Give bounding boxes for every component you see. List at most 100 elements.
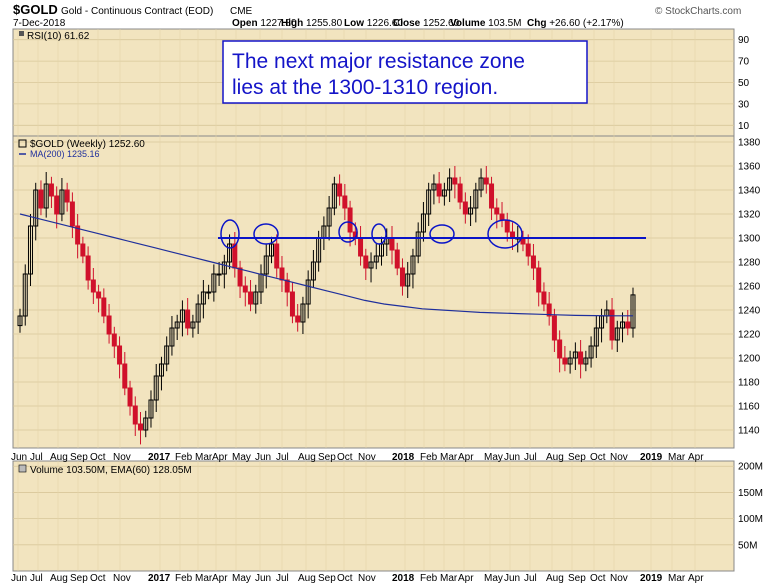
symbol-description: Gold - Continuous Contract (EOD)	[61, 6, 213, 17]
candle-body	[457, 183, 463, 203]
rsi-tick-label: 90	[738, 35, 750, 46]
candle-body	[33, 189, 39, 227]
candle-body	[279, 267, 285, 281]
candle-body	[295, 315, 301, 323]
x-tick-label: Jul	[524, 452, 537, 463]
resistance-touch-oval	[487, 219, 523, 249]
x-tick-label: Nov	[358, 573, 376, 584]
candle-body	[494, 207, 500, 215]
candle-body	[546, 303, 552, 317]
candle-body	[158, 363, 164, 377]
x-tick-label: Jun	[11, 452, 27, 463]
candle-body	[227, 243, 233, 263]
candle-body	[211, 273, 217, 293]
candle-body	[75, 225, 81, 245]
candle-body	[358, 237, 364, 257]
candle-body	[17, 315, 23, 327]
price-tick-label: 1180	[738, 378, 760, 389]
x-tick-label: Jul	[30, 452, 43, 463]
candle-body	[43, 183, 49, 209]
candle-body	[206, 291, 212, 294]
x-tick-label: Jun	[504, 452, 520, 463]
volume-tick-label: 150M	[738, 488, 763, 499]
candle-body	[85, 255, 91, 281]
candle-body	[499, 213, 505, 221]
x-tick-label: Nov	[113, 573, 131, 584]
candle-body	[373, 255, 379, 263]
candle-body	[557, 339, 563, 359]
volume-tick-label: 200M	[738, 462, 763, 473]
x-tick-label: Aug	[298, 452, 316, 463]
candle-body	[48, 183, 54, 197]
ohlc-close: Close 1252.60	[393, 18, 460, 29]
x-tick-label: Mar	[668, 573, 686, 584]
candle-body	[614, 327, 620, 341]
x-tick-label: Sep	[70, 573, 88, 584]
x-axis-labels-volume: Jun Jul Aug Sep Oct Nov 2017 Feb Mar Apr May Jun Jul…	[11, 573, 704, 584]
x-tick-label: Aug	[546, 452, 564, 463]
x-tick-label: Jun	[504, 573, 520, 584]
candle-body	[38, 189, 44, 209]
candle-body	[284, 279, 290, 293]
x-tick-label: Oct	[337, 452, 353, 463]
candle-body	[551, 315, 557, 341]
candle-body	[441, 189, 447, 197]
candle-body	[69, 201, 75, 227]
axis-ticks: 90 70 50 30 10 1380 1360 1340 1320 1300 1280 1260 12…	[738, 35, 763, 551]
x-tick-label: Jul	[30, 573, 43, 584]
candle-body	[80, 243, 86, 257]
candle-body	[478, 177, 484, 191]
candle-body	[143, 417, 149, 431]
x-tick-label: Nov	[610, 573, 628, 584]
candle-body	[394, 249, 400, 269]
ma-legend-label: MA(200) 1235.16	[30, 149, 100, 159]
x-tick-label: May	[484, 573, 503, 584]
price-tick-label: 1300	[738, 234, 761, 245]
candle-body	[347, 207, 353, 233]
candle-body	[216, 273, 222, 276]
x-tick-label: Apr	[458, 573, 474, 584]
candle-body	[468, 207, 474, 215]
candle-body	[426, 189, 432, 215]
candle-body	[127, 387, 133, 407]
resistance-touch-oval	[220, 219, 240, 249]
volume-legend: Volume 103.50M, EMA(60) 128.05M	[30, 465, 192, 476]
x-tick-label: Sep	[70, 452, 88, 463]
x-tick-label: Mar	[668, 452, 686, 463]
candle-body	[436, 183, 442, 197]
candle-body	[504, 219, 510, 233]
candlesticks	[17, 166, 636, 445]
candle-body	[96, 291, 102, 299]
candle-body	[368, 261, 374, 269]
candle-body	[562, 357, 568, 365]
x-tick-label: Mar	[195, 452, 213, 463]
ohlc-open: Open 1227.80	[232, 18, 297, 29]
candle-body	[420, 213, 426, 233]
ohlc-low: Low 1226.60	[344, 18, 403, 29]
price-legend-label: $GOLD (Weekly) 1252.60	[30, 139, 145, 150]
candle-body	[326, 207, 332, 227]
x-tick-label: Jul	[524, 573, 537, 584]
price-panel	[12, 135, 735, 449]
price-tick-label: 1340	[738, 186, 761, 197]
volume-tick-label: 100M	[738, 514, 763, 525]
x-tick-label: Aug	[546, 573, 564, 584]
candle-body	[242, 285, 248, 293]
candle-body	[483, 177, 489, 185]
candle-body	[221, 261, 227, 275]
symbol-title: $GOLD	[13, 2, 58, 17]
candle-body	[578, 351, 584, 365]
x-tick-label: Sep	[568, 573, 586, 584]
candle-body	[310, 261, 316, 281]
x-tick-label: 2019	[640, 573, 663, 584]
candle-body	[185, 309, 191, 329]
candle-body	[263, 255, 269, 275]
x-tick-label: Oct	[337, 573, 353, 584]
x-tick-label: Feb	[420, 452, 438, 463]
ma200-line	[19, 213, 633, 317]
resistance-touch-ovals	[220, 219, 523, 249]
candle-body	[248, 291, 254, 305]
candle-body	[274, 243, 280, 269]
candle-body	[337, 183, 343, 197]
